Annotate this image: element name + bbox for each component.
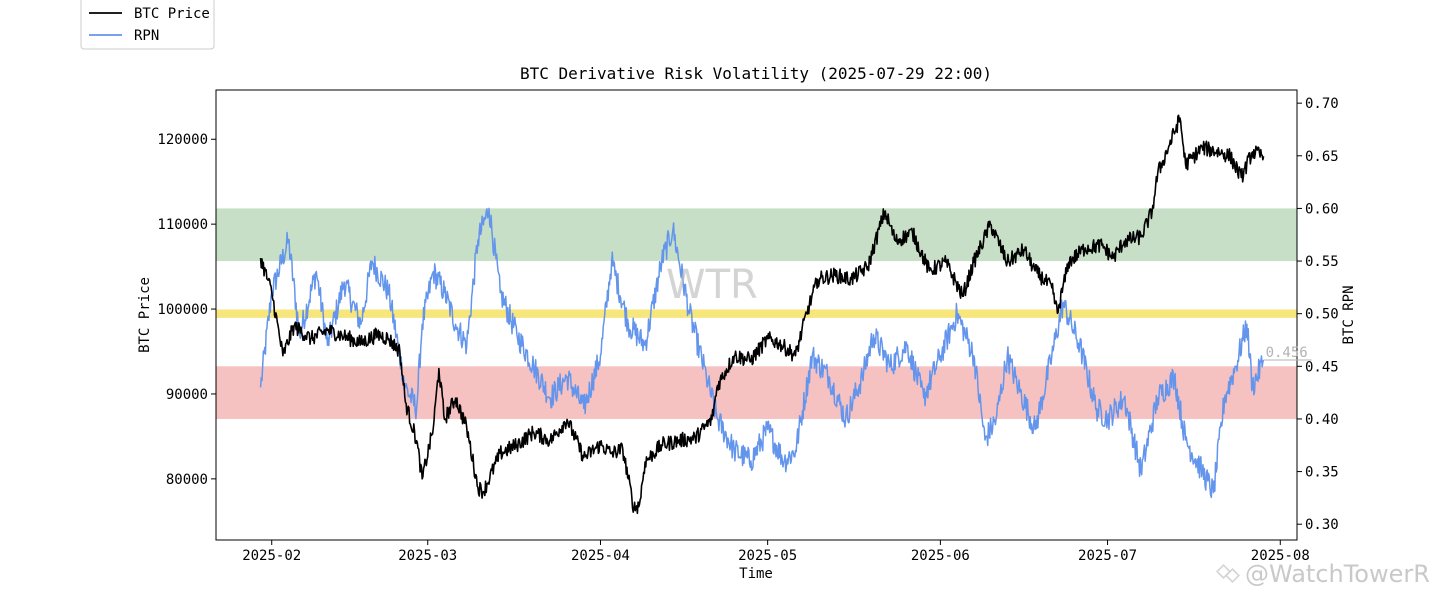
x-tick-label: 2025-05 bbox=[738, 548, 797, 564]
y-right-tick-label: 0.50 bbox=[1305, 307, 1339, 323]
y-right-tick-label: 0.40 bbox=[1305, 412, 1339, 428]
y-left-tick-label: 100000 bbox=[157, 302, 208, 318]
y-axis-right: 0.30 0.35 0.40 0.45 0.50 0.55 0.60 0.65 0.70 bbox=[1297, 96, 1339, 533]
x-tick-label: 2025-08 bbox=[1251, 548, 1310, 564]
legend-label-btc-price: BTC Price bbox=[134, 6, 210, 22]
x-tick-label: 2025-04 bbox=[571, 548, 630, 564]
series-line-rpn bbox=[259, 207, 1265, 499]
y-right-tick-label: 0.35 bbox=[1305, 465, 1339, 481]
y-left-tick-label: 90000 bbox=[166, 387, 208, 403]
chart-title: BTC Derivative Risk Volatility (2025-07-… bbox=[520, 64, 992, 83]
y-right-tick-label: 0.65 bbox=[1305, 149, 1339, 165]
x-tick-label: 2025-03 bbox=[398, 548, 457, 564]
watchtower-watermark: @WatchTowerR bbox=[1216, 560, 1430, 588]
plot-frame bbox=[215, 89, 1298, 541]
y-right-tick-label: 0.55 bbox=[1305, 254, 1339, 270]
y-axis-label-right: BTC RPN bbox=[1341, 285, 1357, 344]
series-lines bbox=[259, 114, 1265, 515]
legend-label-rpn: RPN bbox=[134, 28, 159, 44]
rpn-band-1 bbox=[216, 309, 1297, 318]
y-left-tick-label: 120000 bbox=[157, 132, 208, 148]
watchtower-handle: @WatchTowerR bbox=[1245, 560, 1430, 588]
y-right-tick-label: 0.45 bbox=[1305, 359, 1339, 375]
last-value-label: 0.456 bbox=[1266, 345, 1308, 361]
series-line-btc-price bbox=[259, 114, 1265, 515]
rpn-band-0 bbox=[216, 208, 1297, 262]
last-value-annotation: 0.456 bbox=[1263, 345, 1312, 361]
y-left-tick-label: 110000 bbox=[157, 217, 208, 233]
x-tick-label: 2025-06 bbox=[911, 548, 970, 564]
y-right-tick-label: 0.60 bbox=[1305, 201, 1339, 217]
legend: BTC Price RPN bbox=[80, 0, 215, 50]
watchtower-logo-icon bbox=[1216, 564, 1240, 583]
x-tick-label: 2025-02 bbox=[242, 548, 301, 564]
y-axis-left: 80000 90000 100000 110000 120000 bbox=[157, 132, 216, 488]
y-left-tick-label: 80000 bbox=[166, 472, 208, 488]
x-axis-label: Time bbox=[739, 566, 773, 582]
x-axis: 2025-02 2025-03 2025-04 2025-05 2025-06 2025-… bbox=[242, 540, 1310, 564]
y-right-tick-label: 0.70 bbox=[1305, 96, 1339, 112]
y-right-tick-label: 0.30 bbox=[1305, 517, 1339, 533]
x-tick-label: 2025-07 bbox=[1078, 548, 1137, 564]
rpn-band-2 bbox=[216, 366, 1297, 419]
y-axis-label-left: BTC Price bbox=[137, 277, 153, 353]
wtr-watermark: WTR bbox=[666, 262, 758, 308]
